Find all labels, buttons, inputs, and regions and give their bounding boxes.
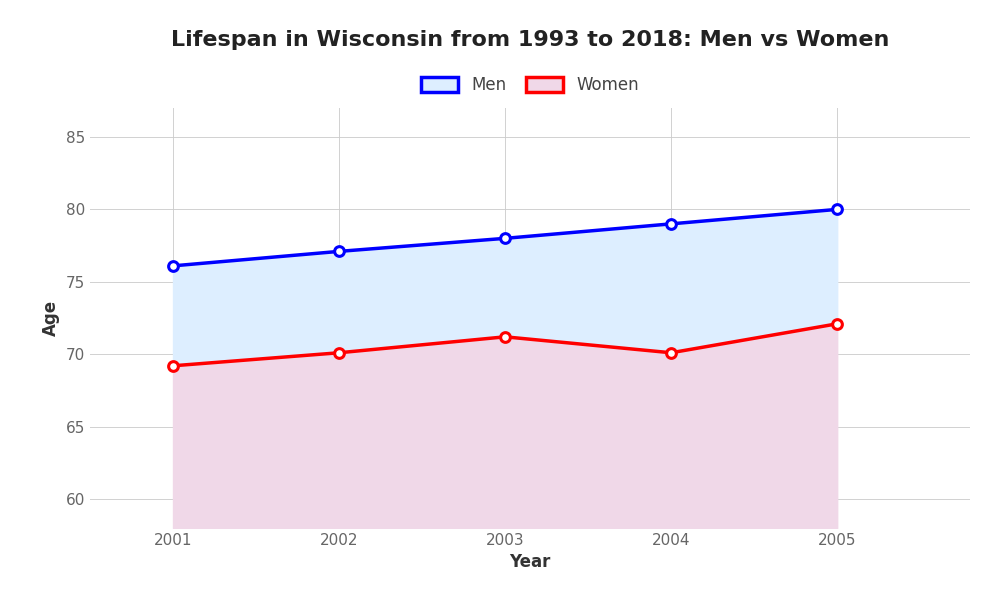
Legend: Men, Women: Men, Women <box>413 68 647 103</box>
Title: Lifespan in Wisconsin from 1993 to 2018: Men vs Women: Lifespan in Wisconsin from 1993 to 2018:… <box>171 29 889 49</box>
X-axis label: Year: Year <box>509 553 551 571</box>
Y-axis label: Age: Age <box>42 300 60 336</box>
